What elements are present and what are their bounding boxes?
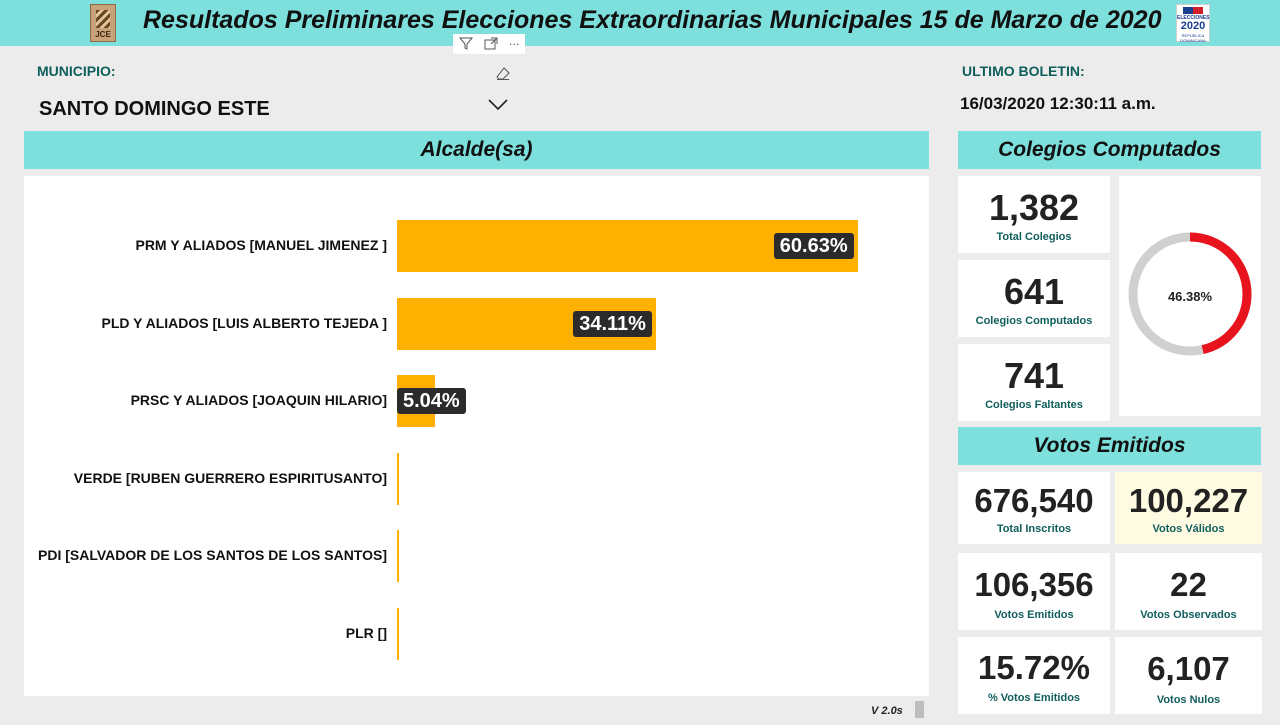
- version-label: V 2.0s: [871, 705, 903, 717]
- title-bar: JCE Resultados Preliminares Elecciones E…: [0, 0, 1280, 46]
- jce-logo-text: JCE: [95, 30, 111, 39]
- colegios-donut-chart: [1128, 232, 1252, 356]
- pct-votos-emitidos-value: 15.72%: [978, 649, 1090, 686]
- colegios-faltantes-value: 741: [1003, 355, 1065, 396]
- percent-data-label: 60.63%: [773, 233, 854, 259]
- alcalde-section-header: Alcalde(sa): [24, 131, 929, 169]
- scroll-handle[interactable]: [915, 701, 924, 718]
- donut-percent-label: 46.38%: [1167, 289, 1213, 304]
- total-inscritos-value: 676,540: [974, 482, 1094, 519]
- votos-validos-card: 100,227 Votos Válidos: [1115, 472, 1262, 544]
- donut-progress-arc: [1128, 232, 1252, 356]
- votos-observados-label: Votos Observados: [1140, 609, 1237, 621]
- percent-data-label: 34.11%: [573, 310, 652, 337]
- municipio-dropdown-value[interactable]: SANTO DOMINGO ESTE: [39, 98, 270, 120]
- boletin-label: ULTIMO BOLETIN:: [962, 63, 1085, 79]
- pct-votos-emitidos-card: 15.72% % Votos Emitidos: [958, 637, 1110, 714]
- votos-validos-value: 100,227: [1128, 482, 1249, 519]
- page-title: Resultados Preliminares Elecciones Extra…: [143, 6, 1162, 34]
- colegios-computados-label: Colegios Computados: [975, 315, 1093, 327]
- colegios-computados-card: 641 Colegios Computados: [958, 260, 1110, 337]
- votos-emitidos-value: 106,356: [974, 566, 1094, 603]
- pct-votos-emitidos-label: % Votos Emitidos: [987, 692, 1081, 704]
- colegios-donut-panel[interactable]: 46.38%: [1119, 176, 1261, 416]
- total-colegios-value: 1,382: [988, 187, 1080, 228]
- result-bar[interactable]: [397, 607, 399, 660]
- more-options-icon[interactable]: ···: [508, 37, 520, 51]
- candidate-label: PLR []: [345, 624, 387, 641]
- total-colegios-card: 1,382 Total Colegios: [958, 176, 1110, 253]
- municipio-label: MUNICIPIO:: [37, 63, 116, 79]
- candidate-label: PRSC Y ALIADOS [JOAQUIN HILARIO]: [130, 392, 387, 408]
- votos-nulos-label: Votos Nulos: [1156, 694, 1221, 706]
- votos-nulos-card: 6,107 Votos Nulos: [1115, 637, 1262, 714]
- total-inscritos-card: 676,540 Total Inscritos: [958, 472, 1110, 544]
- colegios-section-header: Colegios Computados: [958, 131, 1261, 169]
- colegios-faltantes-label: Colegios Faltantes: [985, 399, 1083, 411]
- total-inscritos-label: Total Inscritos: [996, 523, 1072, 535]
- focus-mode-icon[interactable]: [484, 37, 498, 52]
- votos-nulos-value: 6,107: [1147, 650, 1230, 687]
- elecciones-2020-logo: ELECCIONES 2020 REPUBLICA DOMINICANA: [1176, 4, 1210, 43]
- candidate-label: PLD Y ALIADOS [LUIS ALBERTO TEJEDA ]: [101, 314, 387, 331]
- boletin-timestamp: 16/03/2020 12:30:11 a.m.: [960, 94, 1156, 113]
- chevron-down-icon[interactable]: [487, 97, 509, 111]
- candidate-label: VERDE [RUBEN GUERRERO ESPIRITUSANTO]: [73, 469, 387, 486]
- percent-data-label: 5.04%: [397, 388, 466, 414]
- votos-observados-value: 22: [1170, 566, 1207, 603]
- result-bar[interactable]: [397, 530, 399, 582]
- votos-validos-label: Votos Válidos: [1152, 523, 1225, 535]
- colegios-faltantes-card: 741 Colegios Faltantes: [958, 344, 1110, 421]
- visual-header-toolbar: ···: [453, 34, 525, 54]
- candidate-label: PDI [SALVADOR DE LOS SANTOS DE LOS SANTO…: [38, 547, 387, 563]
- votos-observados-card: 22 Votos Observados: [1115, 553, 1262, 630]
- votos-section-header: Votos Emitidos: [958, 427, 1261, 465]
- votos-emitidos-label: Votos Emitidos: [994, 609, 1074, 621]
- candidate-label: PRM Y ALIADOS [MANUEL JIMENEZ ]: [135, 237, 387, 253]
- alcalde-bar-chart[interactable]: PRM Y ALIADOS [MANUEL JIMENEZ ] 60.63% PLD…: [24, 176, 929, 696]
- total-colegios-label: Total Colegios: [996, 231, 1072, 243]
- votos-emitidos-card: 106,356 Votos Emitidos: [958, 553, 1110, 630]
- filter-icon[interactable]: [458, 37, 473, 52]
- eraser-icon[interactable]: [496, 66, 510, 80]
- colegios-computados-value: 641: [1003, 271, 1065, 312]
- jce-logo: JCE: [90, 4, 116, 42]
- result-bar[interactable]: [397, 452, 399, 505]
